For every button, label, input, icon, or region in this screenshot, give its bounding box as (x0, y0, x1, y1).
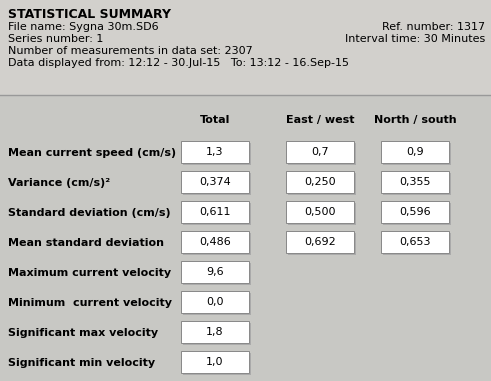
Bar (183, 263, 251, 285)
Bar (288, 203, 356, 225)
Text: File name: Sygna 30m.SD6: File name: Sygna 30m.SD6 (8, 22, 159, 32)
Bar (181, 141, 249, 163)
Text: 0,250: 0,250 (304, 177, 336, 187)
Bar (286, 141, 354, 163)
Text: Maximum current velocity: Maximum current velocity (8, 268, 171, 278)
Text: Series number: 1: Series number: 1 (8, 34, 104, 44)
Bar (383, 203, 451, 225)
Text: 0,374: 0,374 (199, 177, 231, 187)
Bar (183, 233, 251, 255)
Text: Variance (cm/s)²: Variance (cm/s)² (8, 178, 110, 188)
Bar (183, 143, 251, 165)
Bar (181, 231, 249, 253)
Text: North / south: North / south (374, 115, 456, 125)
Bar (383, 143, 451, 165)
Text: 1,8: 1,8 (206, 327, 224, 337)
Text: 0,486: 0,486 (199, 237, 231, 247)
Text: East / west: East / west (286, 115, 354, 125)
Bar (381, 231, 449, 253)
Bar (181, 351, 249, 373)
Text: Significant min velocity: Significant min velocity (8, 358, 155, 368)
Bar (381, 201, 449, 223)
Bar (383, 233, 451, 255)
Text: Standard deviation (cm/s): Standard deviation (cm/s) (8, 208, 171, 218)
Bar (181, 261, 249, 283)
Bar (286, 171, 354, 193)
Bar (183, 173, 251, 195)
Text: STATISTICAL SUMMARY: STATISTICAL SUMMARY (8, 8, 171, 21)
Text: 0,692: 0,692 (304, 237, 336, 247)
Bar (288, 233, 356, 255)
Bar (381, 141, 449, 163)
Text: Interval time: 30 Minutes: Interval time: 30 Minutes (345, 34, 485, 44)
Bar (183, 293, 251, 315)
Bar (381, 171, 449, 193)
Bar (383, 173, 451, 195)
Text: Mean current speed (cm/s): Mean current speed (cm/s) (8, 148, 176, 158)
Text: Significant max velocity: Significant max velocity (8, 328, 158, 338)
Text: Data displayed from: 12:12 - 30.Jul-15   To: 13:12 - 16.Sep-15: Data displayed from: 12:12 - 30.Jul-15 T… (8, 58, 349, 68)
Text: 0,611: 0,611 (199, 207, 231, 217)
Text: 0,596: 0,596 (399, 207, 431, 217)
Bar (0, 0, 491, 95)
Bar (288, 173, 356, 195)
Bar (181, 201, 249, 223)
Text: 0,500: 0,500 (304, 207, 336, 217)
Bar (286, 201, 354, 223)
Bar (183, 323, 251, 345)
Text: Minimum  current velocity: Minimum current velocity (8, 298, 172, 308)
Text: 0,7: 0,7 (311, 147, 329, 157)
Text: Number of measurements in data set: 2307: Number of measurements in data set: 2307 (8, 46, 253, 56)
Text: Total: Total (200, 115, 230, 125)
Bar (181, 321, 249, 343)
Text: 0,9: 0,9 (406, 147, 424, 157)
Bar (288, 143, 356, 165)
Text: 0,355: 0,355 (399, 177, 431, 187)
Text: 1,0: 1,0 (206, 357, 224, 367)
Bar (286, 231, 354, 253)
Text: Mean standard deviation: Mean standard deviation (8, 238, 164, 248)
Text: Ref. number: 1317: Ref. number: 1317 (382, 22, 485, 32)
Bar (181, 291, 249, 313)
Text: 0,653: 0,653 (399, 237, 431, 247)
Bar (183, 353, 251, 375)
Bar (183, 203, 251, 225)
Text: 9,6: 9,6 (206, 267, 224, 277)
Text: 0,0: 0,0 (206, 297, 224, 307)
Bar (181, 171, 249, 193)
Text: 1,3: 1,3 (206, 147, 224, 157)
